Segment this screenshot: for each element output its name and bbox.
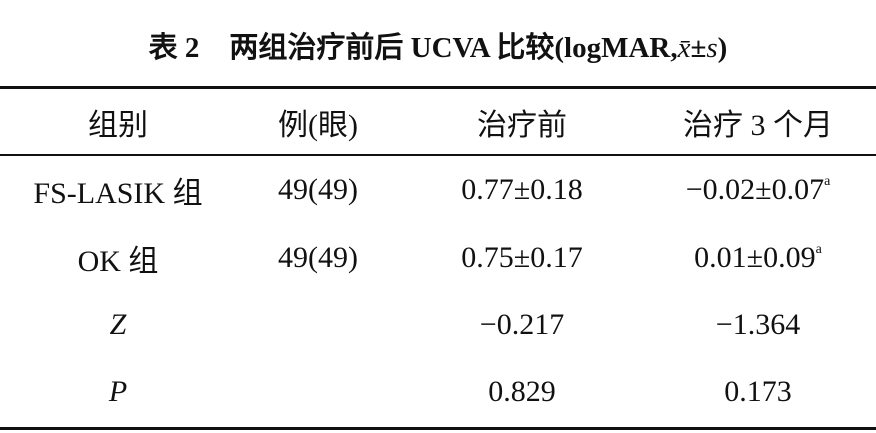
title-text: s xyxy=(706,32,718,64)
superscript: a xyxy=(815,242,822,257)
title-text: 两组治疗前后 UCVA 比较(logMAR, xyxy=(229,32,678,64)
table-cell: 49(49) xyxy=(278,241,358,274)
header-rule xyxy=(0,154,876,156)
table-cell: 49(49) xyxy=(278,173,358,206)
header-cell: 治疗前 xyxy=(477,109,567,142)
table-cell: OK 组 xyxy=(77,245,159,278)
title-text: ± xyxy=(690,32,707,64)
table-cell: 0.75±0.17 xyxy=(461,241,583,274)
title-text: x̄ xyxy=(677,32,691,64)
table-cell-text: Z xyxy=(109,308,127,341)
bottom-rule xyxy=(0,427,876,430)
header-cell: 例(眼) xyxy=(278,109,358,142)
table-cell: FS-LASIK 组 xyxy=(33,177,203,210)
table-cell: P xyxy=(109,375,127,409)
table-cell: Z xyxy=(110,308,127,342)
title-text: ) xyxy=(717,32,728,64)
table-cell: −1.364 xyxy=(715,308,801,341)
table-cell: 0.173 xyxy=(724,375,792,408)
table-cell: 0.01±0.09a xyxy=(694,241,822,275)
table-cell-text: P xyxy=(108,375,128,408)
header-cell: 治疗 3 个月 xyxy=(683,109,833,142)
table-cell-text: 0.01±0.09 xyxy=(694,241,816,274)
table-cell: 0.77±0.18 xyxy=(461,173,583,206)
header-cell: 组别 xyxy=(88,109,148,142)
table-cell: −0.02±0.07a xyxy=(686,173,831,207)
superscript: a xyxy=(824,174,831,189)
table-title: 表 2 两组治疗前后 UCVA 比较(logMAR,x̄±s) xyxy=(0,24,876,66)
table-label: 表 2 xyxy=(148,32,200,64)
table-cell: 0.829 xyxy=(488,375,556,408)
top-rule xyxy=(0,86,876,89)
table-cell-text: −0.02±0.07 xyxy=(685,173,825,206)
table-cell: −0.217 xyxy=(479,308,565,341)
